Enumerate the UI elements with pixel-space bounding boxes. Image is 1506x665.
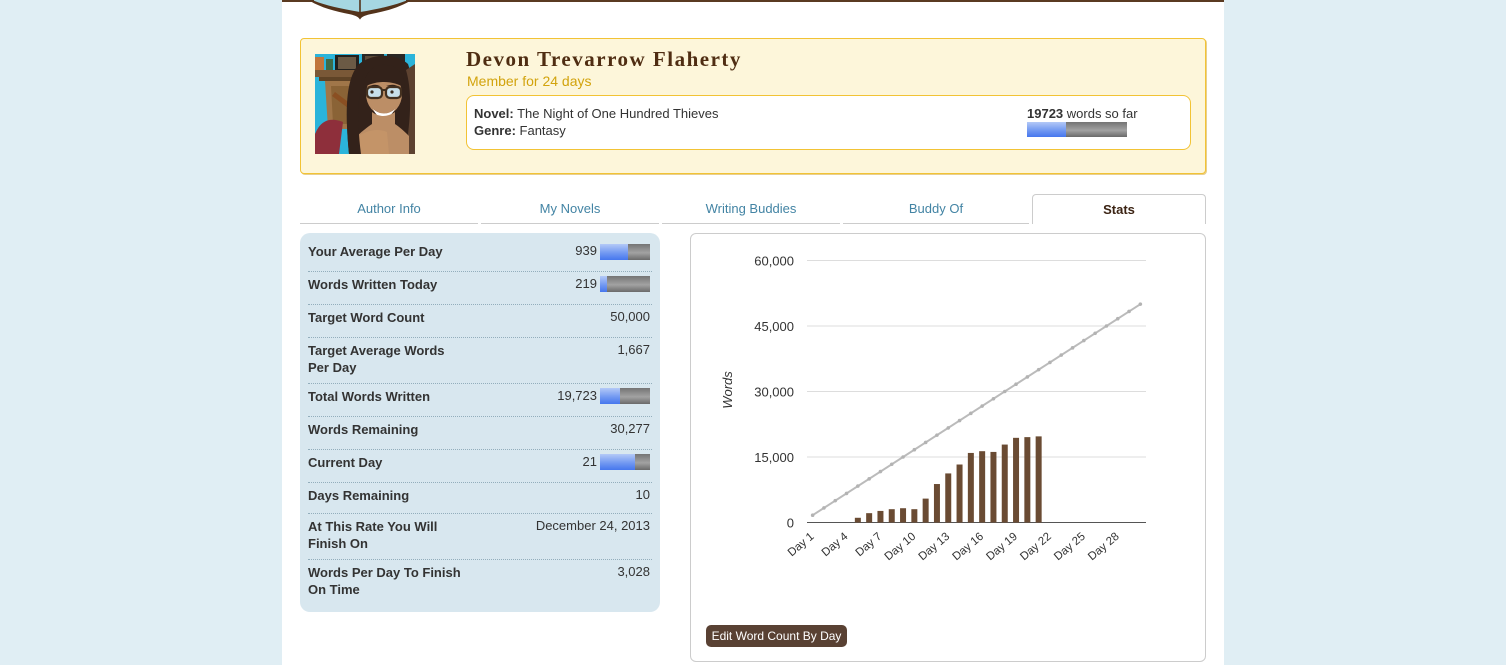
svg-text:Day 1: Day 1 xyxy=(786,531,817,560)
svg-text:15,000: 15,000 xyxy=(754,450,794,465)
svg-text:Day 4: Day 4 xyxy=(820,530,851,559)
svg-text:60,000: 60,000 xyxy=(754,254,794,269)
svg-text:Day 10: Day 10 xyxy=(883,531,919,564)
svg-text:Words: Words xyxy=(720,371,735,409)
svg-text:Day 7: Day 7 xyxy=(854,531,885,560)
svg-text:Day 28: Day 28 xyxy=(1086,531,1122,564)
svg-text:45,000: 45,000 xyxy=(754,319,794,334)
svg-text:0: 0 xyxy=(787,516,794,531)
svg-text:Day 13: Day 13 xyxy=(917,531,953,564)
svg-text:Day 16: Day 16 xyxy=(950,531,986,564)
svg-text:Day 25: Day 25 xyxy=(1052,531,1088,564)
svg-text:Day 22: Day 22 xyxy=(1018,531,1054,564)
svg-text:Day 19: Day 19 xyxy=(984,531,1020,564)
svg-text:30,000: 30,000 xyxy=(754,385,794,400)
